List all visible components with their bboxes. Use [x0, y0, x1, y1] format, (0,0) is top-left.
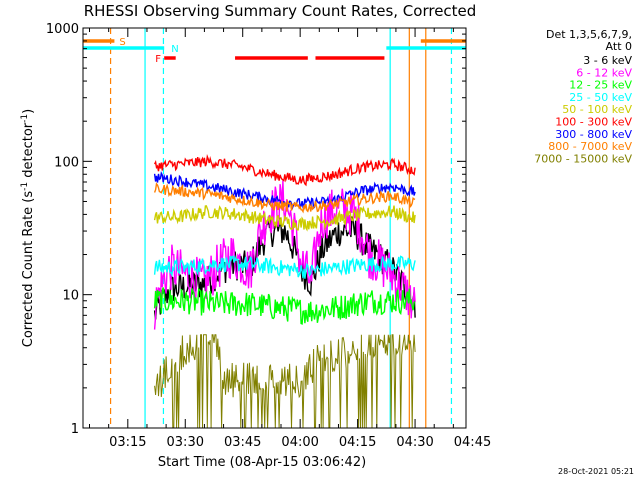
legend-entry-7000-15000-kev: 7000 - 15000 keV: [534, 152, 632, 165]
legend-entry-50-100-kev: 50 - 100 keV: [562, 103, 632, 116]
flag-s-label: S: [119, 37, 125, 48]
x-tick-label-03-15: 03:15: [109, 435, 146, 450]
x-tick-label-04-30: 04:30: [396, 435, 433, 450]
y-tick-label-1000: 1000: [46, 22, 79, 37]
legend-entry-100-300-kev: 100 - 300 keV: [555, 116, 632, 129]
y-tick-label-100: 100: [54, 155, 79, 170]
series-lines: [153, 154, 416, 429]
legend-entry-800-7000-kev: 800 - 7000 keV: [548, 140, 632, 153]
x-tick-label-03-45: 03:45: [224, 435, 261, 450]
series-line-800-7000-kev: [153, 182, 416, 214]
series-line-100-300-kev: [153, 154, 416, 187]
y-axis-label-part1: Corrected Count Rate (s: [21, 191, 36, 348]
y-tick-label-10: 10: [62, 289, 79, 304]
y-tick-label-1: 1: [71, 422, 79, 437]
legend-entry-12-25-kev: 12 - 25 keV: [569, 79, 632, 92]
x-tick-label-04-00: 04:00: [281, 435, 318, 450]
legend-entry-3-6-kev: 3 - 6 keV: [583, 54, 632, 67]
legend-entry-6-12-kev: 6 - 12 keV: [576, 66, 632, 79]
y-axis-label-part3: ): [21, 109, 36, 114]
legend-header-line-0: Det 1,3,5,6,7,9,: [546, 28, 632, 41]
series-line-50-100-kev: [153, 205, 416, 232]
series-line-25-50-kev: [153, 254, 416, 279]
flag-f-label: F: [155, 54, 161, 65]
y-axis-label-sup1: -1: [20, 182, 30, 191]
series-line-7000-15000-kev: [154, 334, 416, 429]
flag-n-label: N: [171, 44, 178, 55]
footer-timestamp: 28-Oct-2021 05:21: [558, 467, 634, 476]
x-tick-label-03-30: 03:30: [167, 435, 204, 450]
chart-title: RHESSI Observing Summary Count Rates, Co…: [84, 2, 477, 20]
y-axis-label-sup2: -1: [20, 114, 30, 123]
flag-bars: S NF: [83, 37, 466, 65]
x-tick-label-04-15: 04:15: [339, 435, 376, 450]
plot-frame: [82, 27, 467, 429]
legend-entry-300-800-kev: 300 - 800 keV: [555, 128, 632, 141]
axes: 1 10 100 1000 03:15 03:30 03:45 04:00 04:15 04:30…: [46, 22, 491, 450]
series-line-12-25-kev: [153, 287, 416, 325]
legend-header-line-1: Att 0: [606, 40, 632, 53]
legend-entry-25-50-kev: 25 - 50 keV: [569, 91, 632, 104]
x-axis-label: Start Time (08-Apr-15 03:06:42): [158, 455, 366, 470]
y-axis-label-part2: detector: [21, 122, 36, 182]
x-tick-label-04-45: 04:45: [454, 435, 491, 450]
y-axis-label: Corrected Count Rate (s-1 detector-1): [20, 109, 36, 347]
